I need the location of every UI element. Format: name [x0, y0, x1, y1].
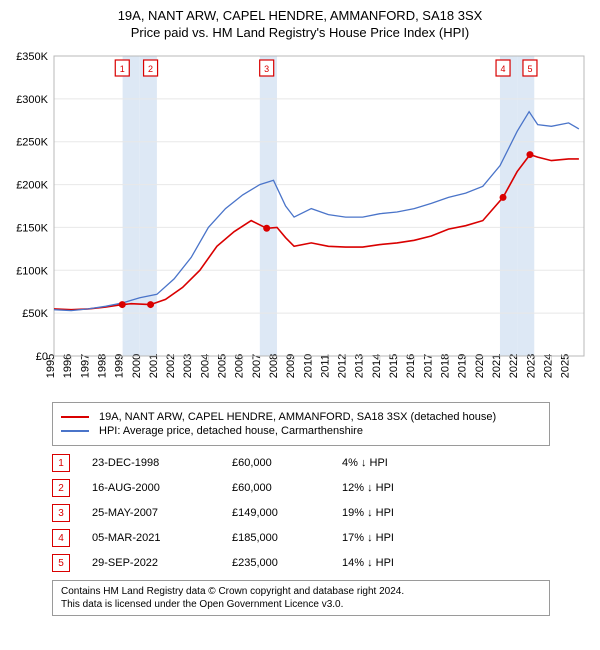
sale-row: 4 05-MAR-2021£185,00017% ↓ HPI: [52, 529, 532, 547]
title-block: 19A, NANT ARW, CAPEL HENDRE, AMMANFORD, …: [8, 8, 592, 40]
svg-text:2001: 2001: [148, 354, 160, 378]
svg-text:£150K: £150K: [16, 222, 48, 234]
svg-text:2023: 2023: [525, 354, 537, 378]
legend-swatch: [61, 430, 89, 432]
svg-text:2008: 2008: [268, 354, 280, 378]
sales-table: 123-DEC-1998£60,0004% ↓ HPI216-AUG-2000£…: [52, 454, 532, 572]
svg-text:5: 5: [527, 64, 532, 74]
legend-item: HPI: Average price, detached house, Carm…: [61, 425, 541, 437]
footer-line-1: Contains HM Land Registry data © Crown c…: [61, 585, 541, 598]
svg-text:2: 2: [148, 64, 153, 74]
svg-text:£200K: £200K: [16, 180, 48, 192]
legend-label: 19A, NANT ARW, CAPEL HENDRE, AMMANFORD, …: [99, 411, 496, 423]
legend-swatch: [61, 416, 89, 418]
sale-price: £60,000: [232, 482, 342, 494]
svg-text:2019: 2019: [457, 354, 469, 378]
svg-text:1995: 1995: [45, 354, 57, 378]
svg-text:1999: 1999: [114, 354, 126, 378]
svg-text:4: 4: [501, 64, 506, 74]
sale-row: 1 23-DEC-1998£60,0004% ↓ HPI: [52, 454, 532, 472]
sale-price: £60,000: [232, 457, 342, 469]
svg-text:2025: 2025: [560, 354, 572, 378]
sale-price: £235,000: [232, 557, 342, 569]
legend: 19A, NANT ARW, CAPEL HENDRE, AMMANFORD, …: [52, 402, 550, 446]
chart-area: £0£50K£100K£150K£200K£250K£300K£350K1995…: [8, 46, 592, 396]
legend-label: HPI: Average price, detached house, Carm…: [99, 425, 363, 437]
footer-line-2: This data is licensed under the Open Gov…: [61, 598, 541, 611]
subtitle: Price paid vs. HM Land Registry's House …: [8, 25, 592, 40]
sale-diff: 12% ↓ HPI: [342, 482, 462, 494]
svg-text:1996: 1996: [62, 354, 74, 378]
svg-text:£350K: £350K: [16, 51, 48, 63]
sale-marker-number: 1: [52, 454, 70, 472]
svg-text:2010: 2010: [302, 354, 314, 378]
svg-text:2009: 2009: [285, 354, 297, 378]
svg-text:2003: 2003: [182, 354, 194, 378]
legend-item: 19A, NANT ARW, CAPEL HENDRE, AMMANFORD, …: [61, 411, 541, 423]
svg-text:£50K: £50K: [22, 308, 48, 320]
svg-text:2000: 2000: [131, 354, 143, 378]
svg-text:£100K: £100K: [16, 265, 48, 277]
sale-row: 2 16-AUG-2000£60,00012% ↓ HPI: [52, 479, 532, 497]
sale-date: 25-MAY-2007: [92, 507, 232, 519]
svg-text:2004: 2004: [199, 354, 211, 378]
svg-text:2012: 2012: [337, 354, 349, 378]
sale-row: 5 29-SEP-2022£235,00014% ↓ HPI: [52, 554, 532, 572]
sale-diff: 4% ↓ HPI: [342, 457, 462, 469]
sale-diff: 19% ↓ HPI: [342, 507, 462, 519]
svg-text:2024: 2024: [542, 354, 554, 378]
svg-text:2017: 2017: [422, 354, 434, 378]
sale-row: 3 25-MAY-2007£149,00019% ↓ HPI: [52, 504, 532, 522]
svg-text:2013: 2013: [354, 354, 366, 378]
svg-text:2018: 2018: [439, 354, 451, 378]
address-title: 19A, NANT ARW, CAPEL HENDRE, AMMANFORD, …: [8, 8, 592, 23]
sale-marker-number: 3: [52, 504, 70, 522]
sale-marker-number: 4: [52, 529, 70, 547]
svg-text:2007: 2007: [251, 354, 263, 378]
sale-diff: 17% ↓ HPI: [342, 532, 462, 544]
svg-text:1997: 1997: [79, 354, 91, 378]
svg-text:2016: 2016: [405, 354, 417, 378]
sale-date: 29-SEP-2022: [92, 557, 232, 569]
svg-text:2022: 2022: [508, 354, 520, 378]
svg-text:2002: 2002: [165, 354, 177, 378]
sale-marker-number: 2: [52, 479, 70, 497]
svg-text:£250K: £250K: [16, 137, 48, 149]
sale-diff: 14% ↓ HPI: [342, 557, 462, 569]
price-chart: £0£50K£100K£150K£200K£250K£300K£350K1995…: [8, 46, 592, 396]
svg-text:3: 3: [264, 64, 269, 74]
svg-text:2005: 2005: [217, 354, 229, 378]
sale-marker-number: 5: [52, 554, 70, 572]
svg-text:2020: 2020: [474, 354, 486, 378]
sale-date: 23-DEC-1998: [92, 457, 232, 469]
svg-text:2011: 2011: [319, 354, 331, 378]
svg-text:2015: 2015: [388, 354, 400, 378]
svg-text:1998: 1998: [96, 354, 108, 378]
svg-text:2014: 2014: [371, 354, 383, 378]
sale-date: 05-MAR-2021: [92, 532, 232, 544]
svg-text:1: 1: [120, 64, 125, 74]
footer: Contains HM Land Registry data © Crown c…: [52, 580, 550, 616]
sale-price: £149,000: [232, 507, 342, 519]
svg-text:2021: 2021: [491, 354, 503, 378]
sale-date: 16-AUG-2000: [92, 482, 232, 494]
svg-text:£300K: £300K: [16, 94, 48, 106]
svg-text:2006: 2006: [234, 354, 246, 378]
sale-price: £185,000: [232, 532, 342, 544]
